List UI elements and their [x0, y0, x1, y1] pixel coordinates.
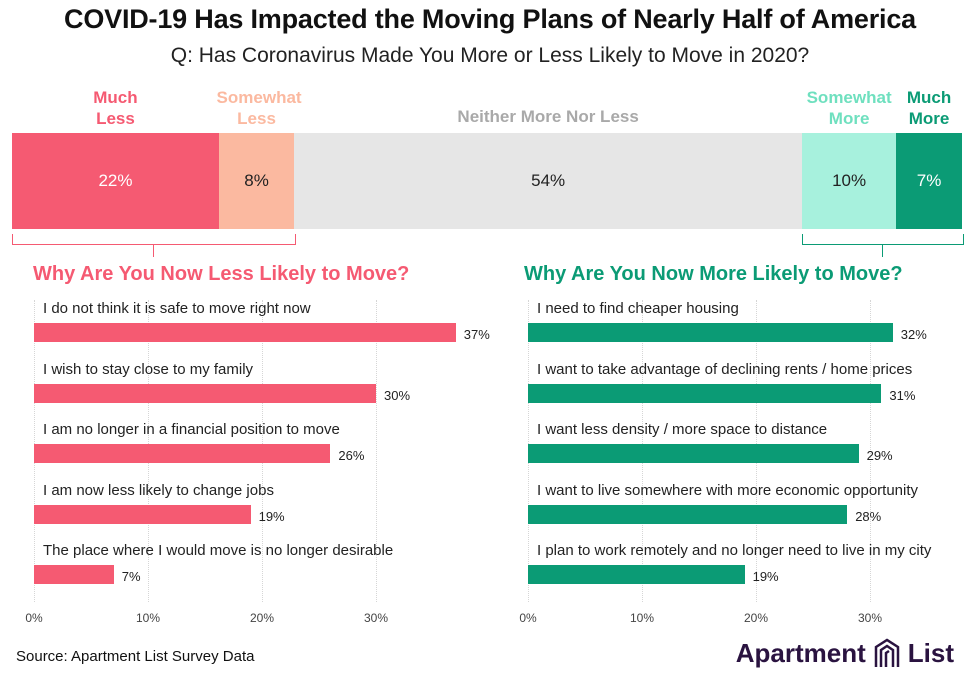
bar-category-label: I want to live somewhere with more econo…: [537, 481, 919, 499]
stacked-segment: 7%: [896, 133, 962, 229]
subchart-title: Why Are You Now Less Likely to Move?: [33, 263, 410, 285]
bar: [528, 565, 745, 584]
x-tick-label: 30%: [857, 611, 883, 625]
segment-category-label: Somewhat Less: [216, 88, 302, 128]
bar-category-label: I wish to stay close to my family: [43, 360, 254, 378]
chart-title: COVID-19 Has Impacted the Moving Plans o…: [64, 4, 916, 34]
bar-value-label: 7%: [121, 569, 141, 584]
bar-category-label: I do not think it is safe to move right …: [43, 300, 311, 317]
chart-subtitle: Q: Has Coronavirus Made You More or Less…: [170, 44, 810, 67]
bar-category-label: I need to find cheaper housing: [537, 300, 739, 317]
less-bracket: [12, 234, 297, 245]
bar-category-label: I am no longer in a financial position t…: [43, 421, 340, 438]
x-tick-label: 10%: [135, 611, 161, 625]
stacked-segment: 8%: [218, 133, 295, 229]
x-tick-label: 20%: [743, 611, 769, 625]
x-tick-label: 0%: [25, 611, 43, 625]
bar-value-label: 19%: [258, 508, 285, 524]
stacked-segment: 10%: [802, 133, 897, 229]
x-tick-label: 20%: [249, 611, 275, 625]
x-tick-label: 10%: [629, 611, 655, 625]
bar: [528, 444, 859, 463]
more-bracket-tick: [882, 245, 884, 257]
bar-value-label: 28%: [855, 508, 882, 524]
source-note: Source: Apartment List Survey Data: [16, 648, 255, 665]
bar-value-label: 31%: [889, 387, 916, 403]
bar: [34, 504, 251, 524]
less-bracket-tick: [153, 245, 155, 257]
bar-value-label: 29%: [866, 448, 893, 463]
segment-category-label: Much More: [906, 88, 952, 128]
bar: [34, 323, 456, 342]
bar-value-label: 19%: [752, 569, 779, 584]
bar-value-label: 30%: [384, 387, 411, 403]
bar: [528, 323, 893, 342]
bar: [34, 383, 376, 403]
gridline: [870, 300, 872, 602]
x-tick-label: 30%: [363, 611, 389, 625]
bar-category-label: I want to take advantage of declining re…: [537, 360, 913, 378]
gridline: [376, 300, 378, 602]
bar: [528, 504, 848, 524]
logo-text-left: Apartment: [735, 637, 866, 668]
stacked-segment: 22%: [12, 133, 219, 229]
x-tick-label: 0%: [519, 611, 537, 625]
building-icon: [874, 638, 900, 667]
apartment-list-logo: Apartment List: [736, 637, 954, 669]
bar-category-label: The place where I would move is no longe…: [43, 542, 394, 559]
bar: [528, 383, 882, 403]
bar-value-label: 32%: [900, 327, 927, 342]
more-bracket: [802, 234, 964, 245]
bar-category-label: I plan to work remotely and no longer ne…: [537, 542, 932, 559]
bar-value-label: 26%: [338, 448, 365, 463]
segment-category-label: Much Less: [93, 88, 138, 128]
bar: [34, 444, 331, 463]
segment-category-label: Somewhat More: [806, 88, 892, 128]
bar-value-label: 37%: [463, 327, 490, 342]
bar-category-label: I want less density / more space to dist…: [537, 421, 828, 438]
logo-text-right: List: [907, 637, 954, 668]
stacked-segment: 54%: [294, 133, 803, 229]
bar: [34, 565, 114, 584]
segment-category-label: Neither More Nor Less: [457, 107, 639, 126]
subchart-title: Why Are You Now More Likely to Move?: [524, 263, 903, 285]
bar-category-label: I am now less likely to change jobs: [43, 481, 274, 499]
